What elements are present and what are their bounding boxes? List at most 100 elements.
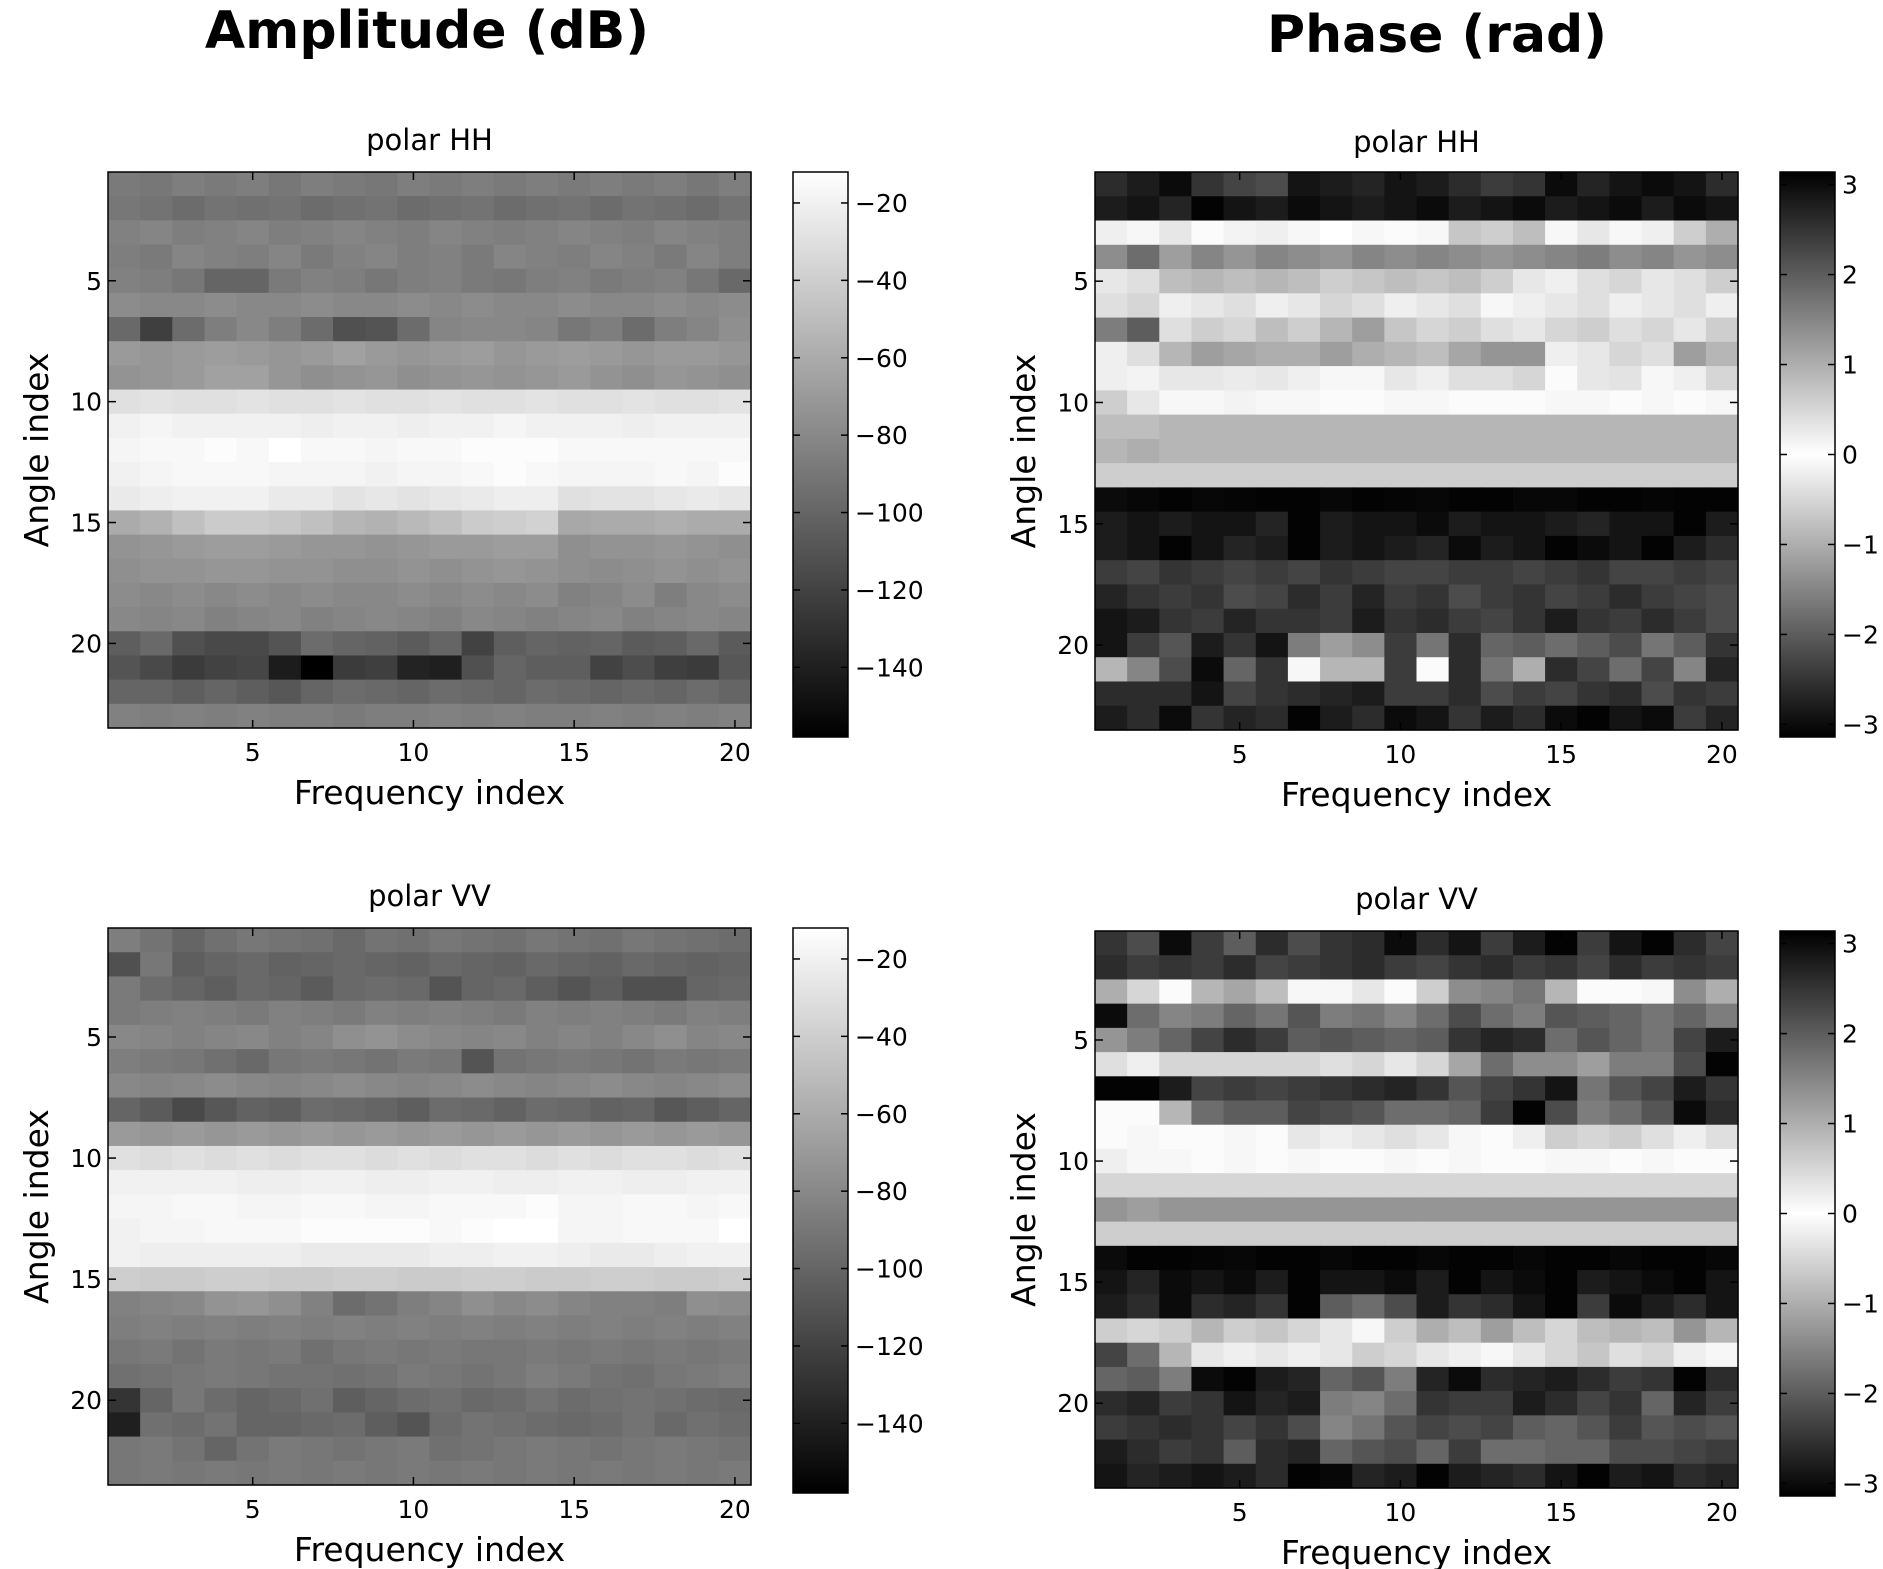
heatmap-cell bbox=[1320, 1052, 1353, 1077]
heatmap-cell bbox=[558, 317, 591, 342]
heatmap-cell bbox=[172, 607, 206, 632]
heatmap-cell bbox=[429, 976, 463, 1002]
heatmap-cell bbox=[1705, 657, 1739, 683]
y-tick-label: 5 bbox=[1073, 267, 1089, 296]
heatmap-cell bbox=[1480, 1197, 1514, 1223]
heatmap-cell bbox=[268, 1267, 302, 1292]
heatmap-cell bbox=[461, 1097, 495, 1123]
heatmap-cell bbox=[1127, 511, 1160, 537]
heatmap-cell bbox=[1416, 463, 1450, 488]
heatmap-cell bbox=[333, 703, 366, 729]
heatmap-cell bbox=[268, 1097, 302, 1123]
heatmap-cell bbox=[268, 1339, 302, 1365]
heatmap-cell bbox=[140, 976, 173, 1002]
heatmap-cell bbox=[1159, 955, 1193, 981]
x-tick-label: 15 bbox=[1545, 740, 1577, 769]
heatmap-cell bbox=[1191, 1003, 1225, 1029]
heatmap-cell bbox=[1255, 269, 1289, 294]
heatmap-cell bbox=[333, 244, 366, 270]
heatmap-cell bbox=[558, 1145, 591, 1171]
heatmap-cell bbox=[1287, 535, 1321, 561]
heatmap-cell bbox=[1545, 390, 1578, 416]
heatmap-cell bbox=[1609, 1318, 1643, 1344]
heatmap-cell bbox=[1577, 1148, 1610, 1174]
heatmap-cell bbox=[1159, 269, 1193, 294]
heatmap-cell bbox=[268, 1460, 302, 1486]
heatmap-cell bbox=[1480, 463, 1514, 488]
heatmap-cell bbox=[1705, 244, 1739, 270]
heatmap-cell bbox=[1545, 1391, 1578, 1416]
heatmap-cell bbox=[1352, 1027, 1385, 1053]
heatmap-cell bbox=[300, 534, 334, 560]
heatmap-cell bbox=[429, 172, 463, 197]
heatmap-cell bbox=[172, 1097, 206, 1123]
heatmap-cell bbox=[365, 317, 398, 342]
heatmap-cell bbox=[1416, 1342, 1450, 1368]
heatmap-cell bbox=[1641, 535, 1675, 561]
heatmap-cell bbox=[1127, 1415, 1160, 1441]
heatmap-cell bbox=[268, 534, 302, 560]
heatmap-cell bbox=[268, 1315, 302, 1341]
heatmap-cell bbox=[1159, 584, 1193, 610]
heatmap-cell bbox=[429, 1049, 463, 1074]
heatmap-cell bbox=[1095, 1076, 1128, 1102]
heatmap-cell bbox=[1512, 1245, 1546, 1271]
heatmap-cell bbox=[1545, 1027, 1578, 1053]
heatmap-cell bbox=[1641, 1270, 1675, 1295]
heatmap-cell bbox=[1416, 511, 1450, 537]
heatmap-cell bbox=[686, 268, 720, 294]
heatmap-cell bbox=[1609, 366, 1643, 391]
heatmap-cell bbox=[1545, 560, 1578, 586]
heatmap-cell bbox=[236, 341, 270, 366]
heatmap-cell bbox=[718, 1412, 752, 1438]
heatmap-cell bbox=[1512, 931, 1546, 956]
heatmap-cell bbox=[1127, 632, 1160, 658]
heatmap-cell bbox=[1191, 1173, 1225, 1198]
heatmap-cell bbox=[1352, 632, 1385, 658]
heatmap-cell bbox=[558, 1049, 591, 1074]
heatmap-cell bbox=[493, 1024, 527, 1050]
heatmap-cell bbox=[1320, 657, 1353, 683]
heatmap-cell bbox=[140, 1291, 173, 1317]
heatmap-cell bbox=[1416, 172, 1450, 197]
heatmap-cell bbox=[686, 510, 720, 536]
heatmap-cell bbox=[1673, 1173, 1707, 1198]
heatmap-cell bbox=[1577, 1173, 1610, 1198]
heatmap-cell bbox=[461, 341, 495, 366]
heatmap-cell bbox=[1223, 1366, 1257, 1392]
heatmap-cell bbox=[493, 1145, 527, 1171]
heatmap-cell bbox=[686, 220, 720, 246]
heatmap-cell bbox=[686, 1388, 720, 1413]
heatmap-cell bbox=[493, 486, 527, 512]
heatmap-cell bbox=[1673, 1439, 1707, 1465]
heatmap-cell bbox=[1545, 1439, 1578, 1465]
heatmap-cell bbox=[686, 534, 720, 560]
heatmap-cell bbox=[1609, 1148, 1643, 1174]
heatmap-cell bbox=[654, 292, 688, 318]
heatmap-cell bbox=[204, 1460, 238, 1486]
heatmap-cell bbox=[1320, 560, 1353, 586]
heatmap-cell bbox=[1609, 511, 1643, 537]
heatmap-cell bbox=[1480, 1100, 1514, 1126]
heatmap-cell bbox=[1577, 1221, 1610, 1247]
heatmap-cell bbox=[1609, 172, 1643, 197]
heatmap-cell bbox=[1577, 1342, 1610, 1368]
heatmap-cell bbox=[333, 952, 366, 978]
heatmap-cell bbox=[333, 196, 366, 221]
heatmap-cell bbox=[1191, 1221, 1225, 1247]
heatmap-cell bbox=[429, 952, 463, 978]
heatmap-cell bbox=[525, 1194, 559, 1220]
heatmap-cell bbox=[1095, 1415, 1128, 1441]
heatmap-cell bbox=[1255, 1318, 1289, 1344]
heatmap-cell bbox=[1159, 681, 1193, 707]
heatmap-cell bbox=[1127, 1173, 1160, 1198]
heatmap-cell bbox=[1545, 1003, 1578, 1029]
heatmap-cell bbox=[1545, 1124, 1578, 1150]
heatmap-cell bbox=[525, 1242, 559, 1268]
heatmap-cell bbox=[1287, 632, 1321, 658]
heatmap-cell bbox=[1512, 414, 1546, 440]
heatmap-cell bbox=[590, 1049, 623, 1074]
heatmap-cell bbox=[525, 1121, 559, 1147]
y-axis-label: Angle index bbox=[1004, 1112, 1043, 1307]
